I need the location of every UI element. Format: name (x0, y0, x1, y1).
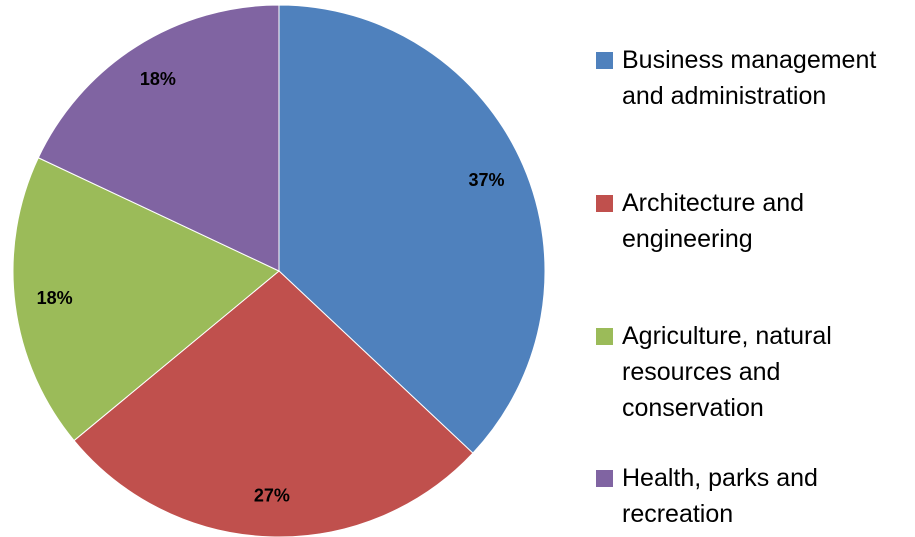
pie-slice (37, 4, 280, 272)
pie-slice (12, 157, 280, 442)
pie-slice (278, 4, 546, 454)
data-label: 18% (140, 69, 176, 89)
legend-swatch (596, 195, 613, 212)
legend-label: Agriculture, natural resources and conse… (622, 322, 832, 422)
legend-item: Agriculture, natural resources and conse… (596, 318, 908, 426)
legend-item: Business management and administration (596, 42, 908, 114)
legend-label: Business management and administration (622, 46, 877, 110)
data-label: 27% (254, 486, 290, 506)
legend-item: Health, parks and recreation (596, 460, 908, 532)
legend-swatch (596, 328, 613, 345)
legend-label: Health, parks and recreation (622, 464, 818, 528)
data-label: 18% (37, 288, 73, 308)
legend-swatch (596, 52, 613, 69)
legend-item: Architecture and engineering (596, 185, 908, 257)
data-label: 37% (468, 170, 504, 190)
legend-label: Architecture and engineering (622, 189, 805, 253)
chart: 37% 27% 18% 18% (12, 4, 546, 537)
legend-swatch (596, 470, 613, 487)
